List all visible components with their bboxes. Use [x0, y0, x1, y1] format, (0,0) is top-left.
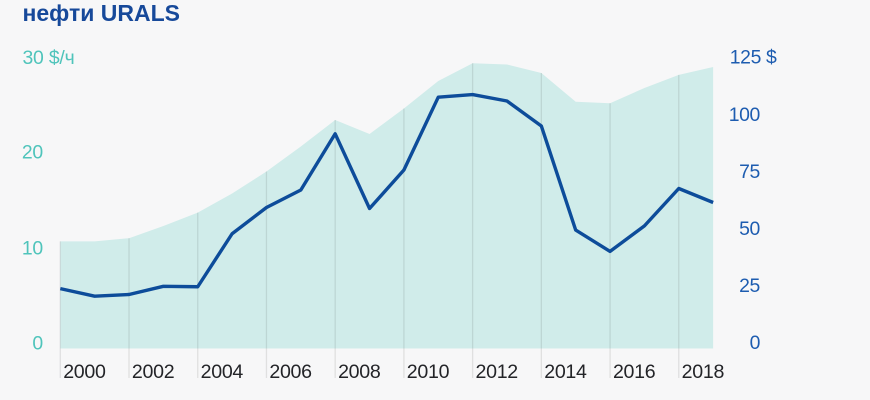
svg-text:100: 100 [729, 104, 761, 126]
svg-text:2014: 2014 [544, 361, 587, 383]
svg-text:2012: 2012 [476, 361, 518, 383]
svg-text:2016: 2016 [613, 361, 656, 383]
svg-text:30 $/ч: 30 $/ч [22, 47, 74, 69]
svg-text:нефти URALS: нефти URALS [23, 0, 181, 26]
svg-text:2002: 2002 [132, 361, 174, 383]
svg-text:2008: 2008 [338, 361, 381, 383]
svg-text:2010: 2010 [407, 361, 450, 383]
svg-text:2018: 2018 [682, 361, 725, 383]
svg-text:25: 25 [739, 275, 760, 297]
svg-text:2000: 2000 [63, 361, 106, 383]
svg-text:0: 0 [32, 333, 43, 355]
svg-text:2006: 2006 [269, 361, 312, 383]
svg-text:0: 0 [750, 332, 761, 354]
svg-text:2004: 2004 [201, 361, 244, 383]
svg-text:20: 20 [22, 142, 44, 164]
svg-text:125 $: 125 $ [730, 47, 777, 69]
svg-text:10: 10 [22, 237, 44, 259]
svg-text:50: 50 [739, 218, 760, 240]
svg-text:75: 75 [739, 161, 760, 183]
